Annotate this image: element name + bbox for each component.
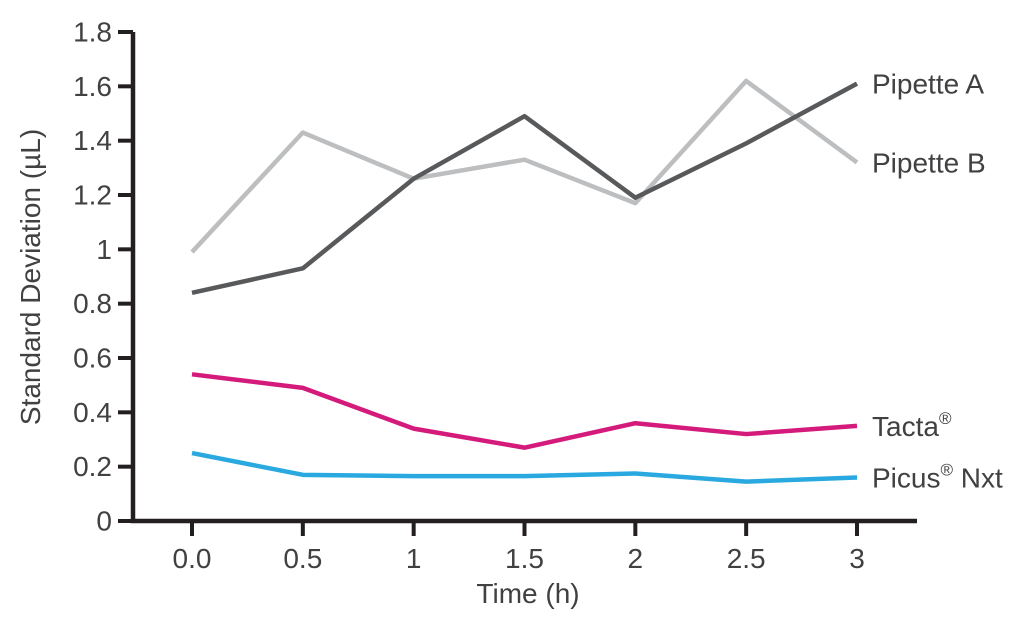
- series-line-tacta: [191, 372, 858, 450]
- y-tick-label: 1: [96, 234, 112, 265]
- x-tick-label: 2: [628, 543, 644, 574]
- x-tick-label: 3: [849, 543, 865, 574]
- y-tick-label: 1.8: [73, 17, 112, 48]
- series-label-pipette-a: Pipette A: [872, 68, 984, 99]
- y-axis-ticks: 0 0.2 0.4 0.6 0.8 1 1.2 1.4 1.6 1.8: [73, 17, 133, 537]
- x-tick-label: 0.0: [173, 543, 212, 574]
- y-tick-label: 1.2: [73, 180, 112, 211]
- series-end-labels: Pipette A Pipette B Tacta® Picus® Nxt: [872, 68, 1003, 493]
- series-label-picus-nxt: Picus® Nxt: [872, 460, 1003, 493]
- x-tick-label: 0.5: [283, 543, 322, 574]
- x-tick-label: 2.5: [727, 543, 766, 574]
- y-axis-title: Standard Deviation (µL): [15, 129, 46, 425]
- y-tick-label: 1.6: [73, 71, 112, 102]
- y-tick-label: 1.4: [73, 125, 112, 156]
- x-axis-ticks: 0.0 0.5 1 1.5 2 2.5 3: [173, 521, 865, 574]
- x-tick-label: 1.5: [505, 543, 544, 574]
- y-tick-label: 0: [96, 506, 112, 537]
- series-line-pipette-b: [190, 78, 859, 254]
- series-lines: [190, 78, 859, 484]
- x-tick-label: 1: [406, 543, 422, 574]
- y-tick-label: 0.4: [73, 397, 112, 428]
- y-tick-label: 0.2: [73, 451, 112, 482]
- series-line-pipette-a: [191, 81, 859, 295]
- series-line-picus-nxt: [191, 450, 858, 484]
- x-axis-title: Time (h): [476, 578, 579, 609]
- y-tick-label: 0.8: [73, 288, 112, 319]
- y-tick-label: 0.6: [73, 343, 112, 374]
- series-label-pipette-b: Pipette B: [872, 147, 986, 178]
- series-label-tacta: Tacta®: [872, 408, 952, 441]
